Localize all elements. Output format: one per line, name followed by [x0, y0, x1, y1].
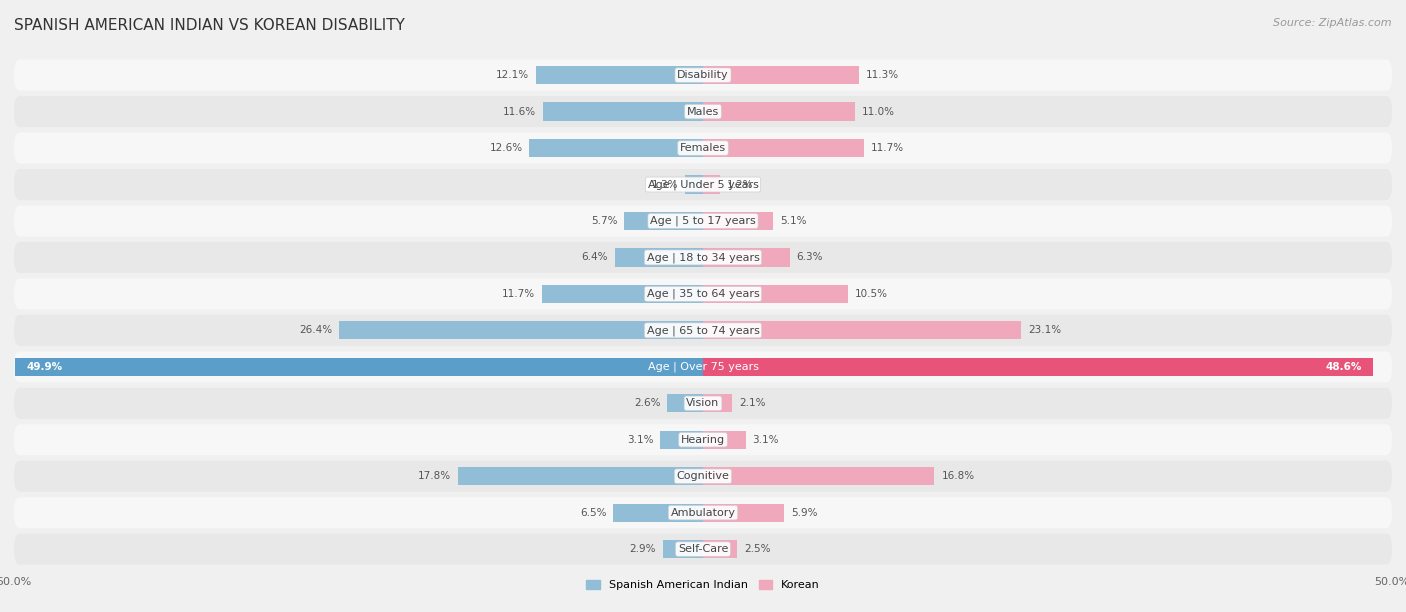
Bar	[661, 431, 703, 449]
FancyBboxPatch shape	[14, 59, 1392, 91]
Text: 49.9%: 49.9%	[27, 362, 63, 372]
Bar	[614, 248, 703, 267]
Text: 26.4%: 26.4%	[299, 326, 332, 335]
Text: Vision: Vision	[686, 398, 720, 408]
Text: 5.7%: 5.7%	[591, 216, 617, 226]
Text: Ambulatory: Ambulatory	[671, 507, 735, 518]
FancyBboxPatch shape	[14, 242, 1392, 273]
Bar	[536, 66, 703, 84]
Text: 5.1%: 5.1%	[780, 216, 807, 226]
Text: 1.2%: 1.2%	[727, 179, 754, 190]
Text: 16.8%: 16.8%	[942, 471, 974, 481]
Text: 11.3%: 11.3%	[866, 70, 898, 80]
Bar	[613, 504, 703, 522]
Bar	[703, 139, 865, 157]
FancyBboxPatch shape	[14, 133, 1392, 163]
Text: Disability: Disability	[678, 70, 728, 80]
FancyBboxPatch shape	[14, 424, 1392, 455]
Text: 2.9%: 2.9%	[630, 544, 657, 554]
Text: 2.6%: 2.6%	[634, 398, 661, 408]
Text: 1.3%: 1.3%	[652, 179, 678, 190]
Bar	[703, 357, 1372, 376]
Bar	[624, 212, 703, 230]
FancyBboxPatch shape	[14, 351, 1392, 382]
Text: 3.1%: 3.1%	[752, 435, 779, 445]
Text: Hearing: Hearing	[681, 435, 725, 445]
Bar	[703, 212, 773, 230]
Bar	[685, 176, 703, 193]
Bar	[703, 285, 848, 303]
Text: Age | 18 to 34 years: Age | 18 to 34 years	[647, 252, 759, 263]
Bar	[543, 102, 703, 121]
Text: Age | Over 75 years: Age | Over 75 years	[648, 362, 758, 372]
Text: 6.5%: 6.5%	[581, 507, 606, 518]
Text: Age | 65 to 74 years: Age | 65 to 74 years	[647, 325, 759, 335]
FancyBboxPatch shape	[14, 388, 1392, 419]
Text: Age | 5 to 17 years: Age | 5 to 17 years	[650, 215, 756, 226]
Text: 48.6%: 48.6%	[1326, 362, 1361, 372]
Text: Cognitive: Cognitive	[676, 471, 730, 481]
Bar	[703, 102, 855, 121]
FancyBboxPatch shape	[14, 534, 1392, 565]
Text: 11.6%: 11.6%	[503, 106, 536, 117]
Bar	[664, 540, 703, 558]
Bar	[703, 504, 785, 522]
Bar	[703, 248, 790, 267]
Bar	[703, 431, 745, 449]
Text: 17.8%: 17.8%	[418, 471, 451, 481]
Text: 11.0%: 11.0%	[862, 106, 894, 117]
FancyBboxPatch shape	[14, 96, 1392, 127]
Text: Age | 35 to 64 years: Age | 35 to 64 years	[647, 289, 759, 299]
FancyBboxPatch shape	[14, 206, 1392, 236]
Text: 12.1%: 12.1%	[496, 70, 530, 80]
Text: 12.6%: 12.6%	[489, 143, 523, 153]
FancyBboxPatch shape	[14, 169, 1392, 200]
FancyBboxPatch shape	[14, 461, 1392, 491]
Text: Males: Males	[688, 106, 718, 117]
Text: 6.3%: 6.3%	[797, 252, 823, 263]
Text: 6.4%: 6.4%	[582, 252, 607, 263]
Bar	[703, 66, 859, 84]
Text: 23.1%: 23.1%	[1028, 326, 1062, 335]
Text: 5.9%: 5.9%	[792, 507, 818, 518]
Bar	[15, 357, 703, 376]
Text: 2.5%: 2.5%	[744, 544, 770, 554]
Text: 11.7%: 11.7%	[502, 289, 534, 299]
Bar	[703, 321, 1021, 340]
FancyBboxPatch shape	[14, 315, 1392, 346]
Text: 11.7%: 11.7%	[872, 143, 904, 153]
Legend: Spanish American Indian, Korean: Spanish American Indian, Korean	[582, 575, 824, 594]
Text: 2.1%: 2.1%	[738, 398, 765, 408]
Bar	[530, 139, 703, 157]
Bar	[703, 394, 733, 412]
Bar	[668, 394, 703, 412]
Text: Source: ZipAtlas.com: Source: ZipAtlas.com	[1274, 18, 1392, 28]
Bar	[703, 540, 738, 558]
Bar	[541, 285, 703, 303]
Bar	[703, 176, 720, 193]
FancyBboxPatch shape	[14, 497, 1392, 528]
Text: Self-Care: Self-Care	[678, 544, 728, 554]
Text: SPANISH AMERICAN INDIAN VS KOREAN DISABILITY: SPANISH AMERICAN INDIAN VS KOREAN DISABI…	[14, 18, 405, 34]
Bar	[339, 321, 703, 340]
FancyBboxPatch shape	[14, 278, 1392, 310]
Text: 10.5%: 10.5%	[855, 289, 887, 299]
Bar	[703, 467, 935, 485]
Bar	[458, 467, 703, 485]
Text: 3.1%: 3.1%	[627, 435, 654, 445]
Text: Females: Females	[681, 143, 725, 153]
Text: Age | Under 5 years: Age | Under 5 years	[648, 179, 758, 190]
